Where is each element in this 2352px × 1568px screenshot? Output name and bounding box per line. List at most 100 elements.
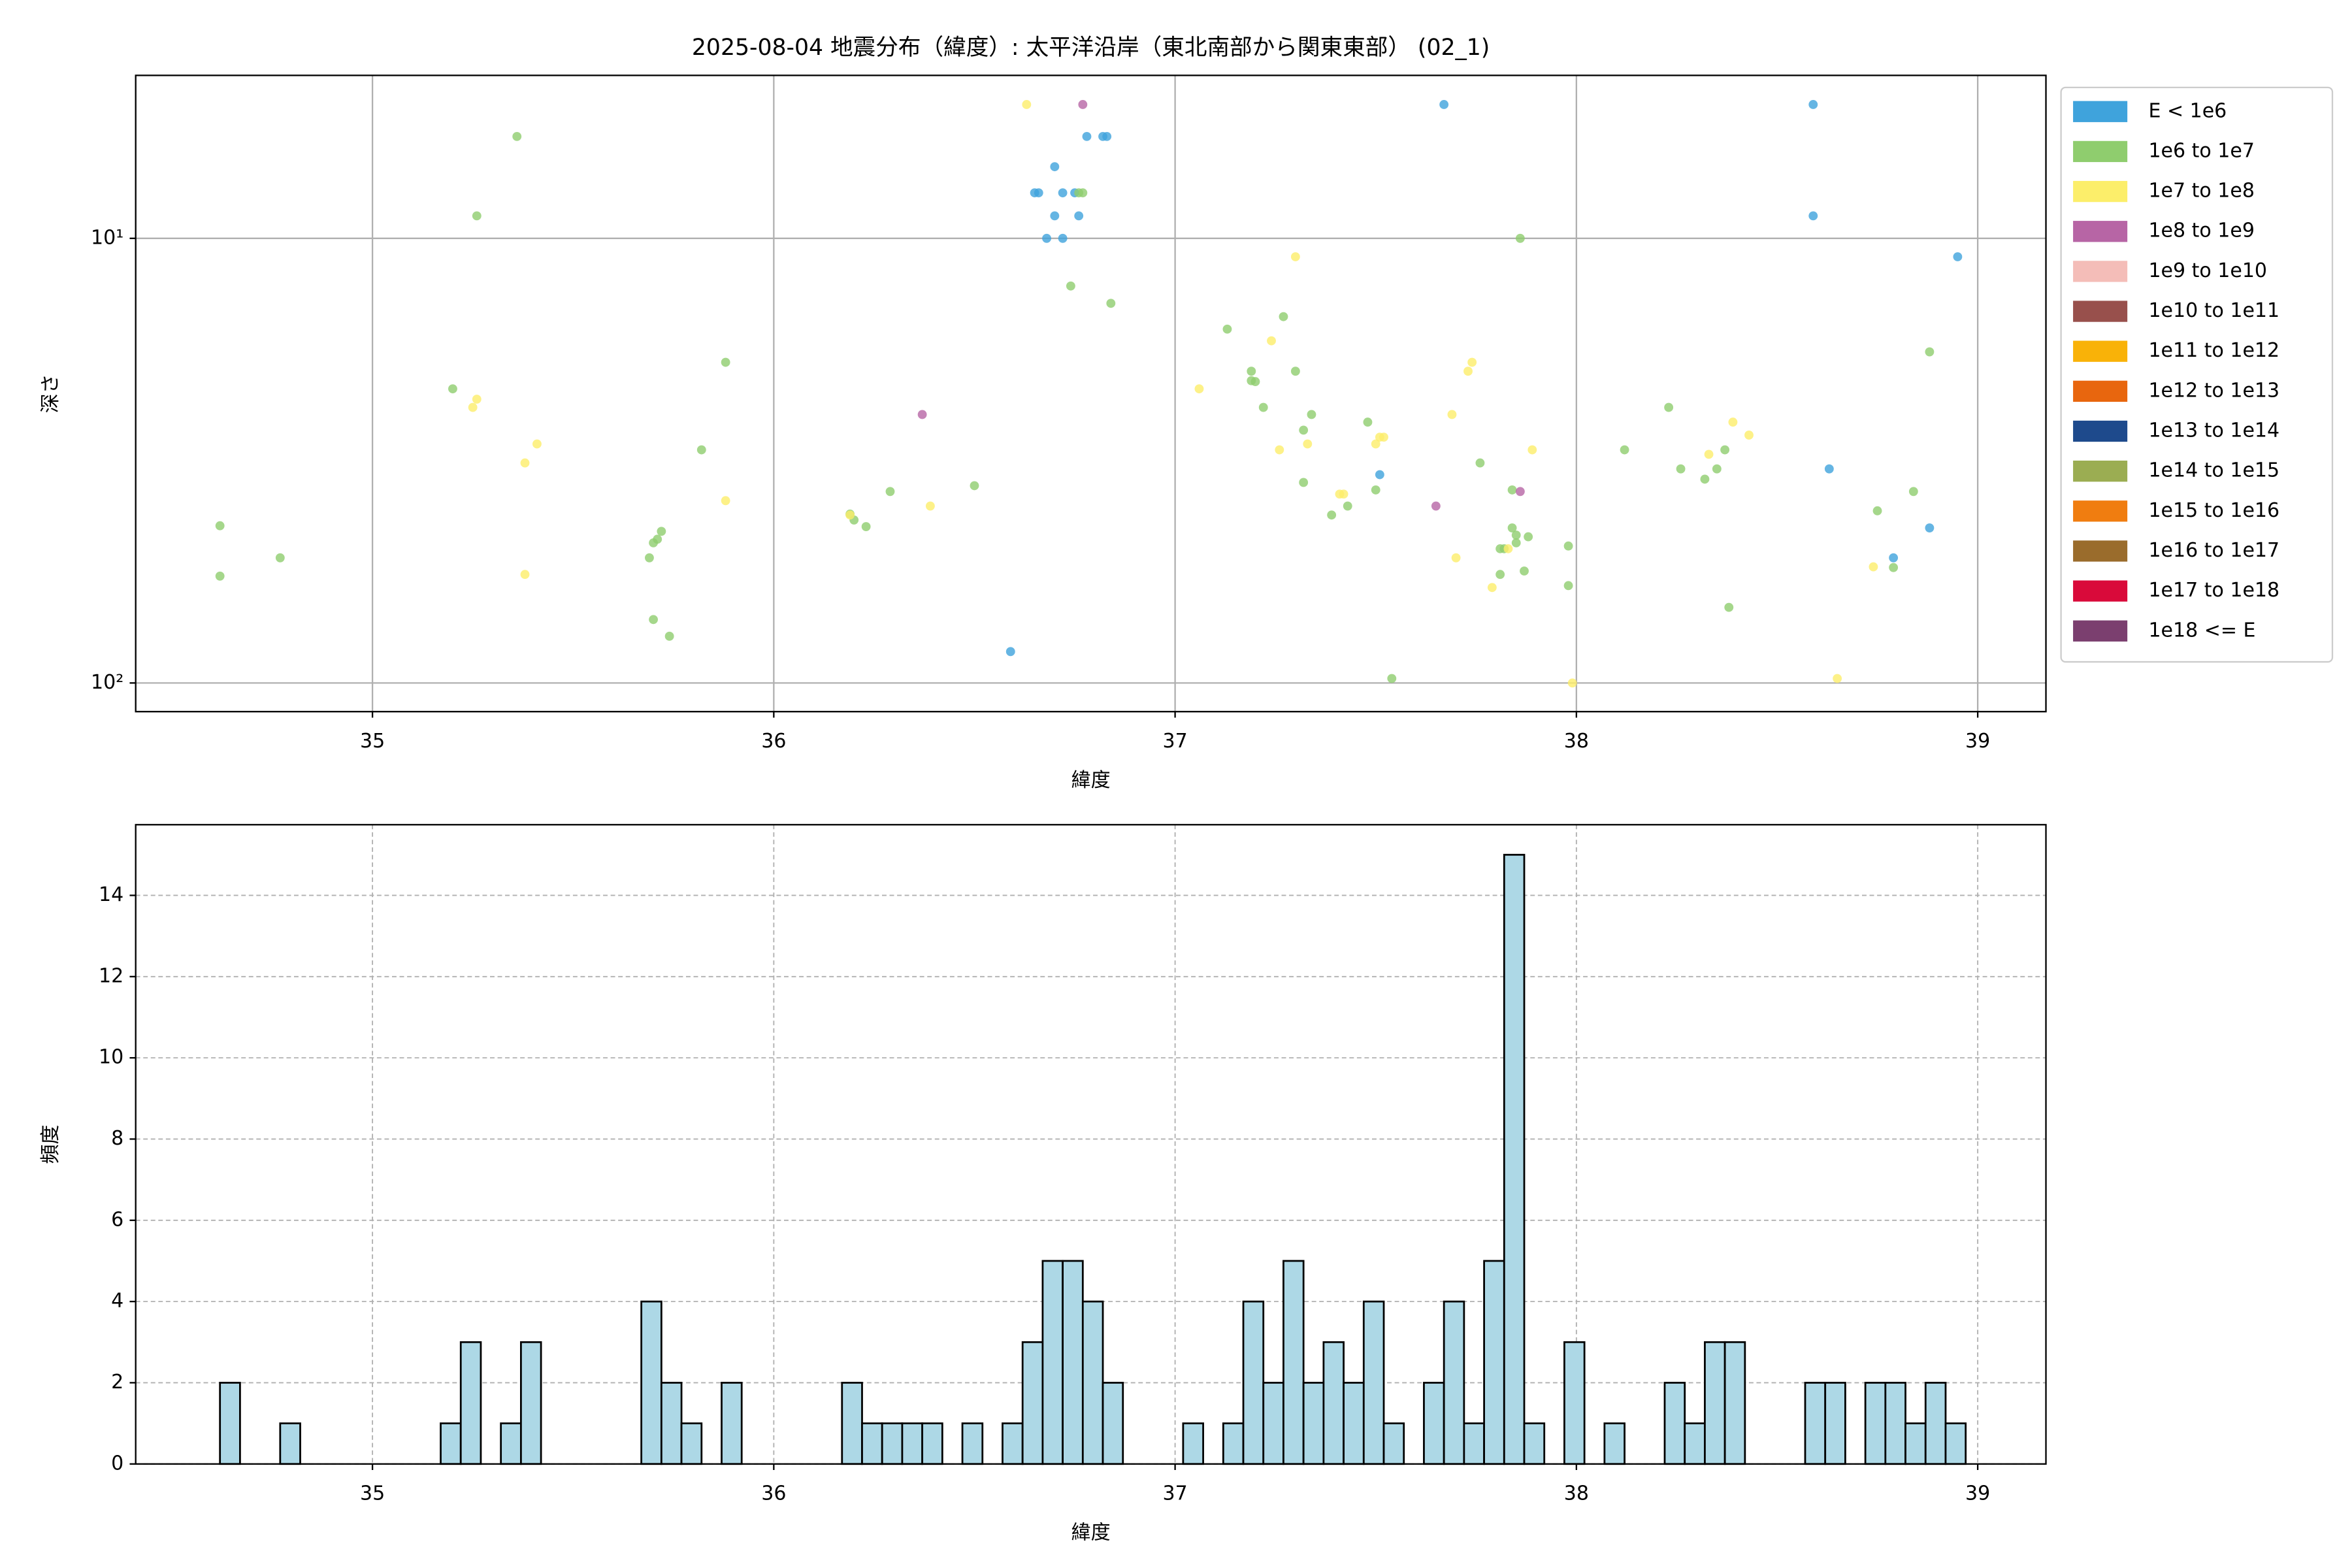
point bbox=[1808, 211, 1818, 221]
point bbox=[1720, 445, 1730, 455]
y-tick-label: 14 bbox=[99, 883, 123, 906]
bar bbox=[1081, 1300, 1104, 1465]
point bbox=[1872, 506, 1882, 515]
legend-label: 1e14 to 1e15 bbox=[2148, 459, 2279, 482]
legend-swatch bbox=[2073, 580, 2128, 602]
bar bbox=[1824, 1382, 1846, 1465]
legend-swatch bbox=[2073, 340, 2128, 362]
point bbox=[1889, 563, 1899, 572]
point bbox=[520, 570, 530, 580]
legend-swatch bbox=[2073, 540, 2128, 562]
y-tick-label: 0 bbox=[111, 1452, 123, 1475]
point bbox=[1833, 674, 1842, 683]
point bbox=[1527, 445, 1537, 455]
point bbox=[1620, 445, 1629, 455]
point bbox=[1058, 233, 1068, 243]
point bbox=[1078, 100, 1088, 109]
point bbox=[1082, 131, 1092, 141]
bar bbox=[1041, 1260, 1064, 1465]
point bbox=[1339, 489, 1348, 499]
point bbox=[1299, 478, 1309, 487]
point bbox=[1066, 281, 1075, 291]
x-tick-label: 39 bbox=[1965, 730, 1990, 753]
bar bbox=[1884, 1382, 1906, 1465]
point bbox=[1022, 100, 1032, 109]
x-axis-label: 緯度 bbox=[1071, 769, 1111, 792]
legend-swatch bbox=[2073, 420, 2128, 442]
point bbox=[1664, 402, 1674, 412]
point bbox=[1074, 211, 1084, 221]
y-tick-label: 4 bbox=[111, 1290, 123, 1313]
bar bbox=[1322, 1341, 1345, 1465]
bar bbox=[1603, 1422, 1625, 1465]
bar bbox=[1102, 1382, 1124, 1465]
point bbox=[1375, 470, 1384, 480]
x-tick-label: 35 bbox=[360, 1482, 385, 1505]
point bbox=[1258, 402, 1268, 412]
bar bbox=[721, 1382, 743, 1465]
point bbox=[1507, 523, 1517, 532]
point bbox=[696, 445, 706, 455]
bar bbox=[1382, 1422, 1405, 1465]
point bbox=[472, 211, 482, 221]
x-tick-label: 38 bbox=[1564, 730, 1589, 753]
legend-label: E < 1e6 bbox=[2148, 99, 2227, 122]
legend-label: 1e7 to 1e8 bbox=[2148, 180, 2254, 203]
x-tick-label: 37 bbox=[1163, 1482, 1188, 1505]
legend-label: 1e8 to 1e9 bbox=[2148, 220, 2254, 242]
legend-swatch bbox=[2073, 380, 2128, 402]
legend-swatch bbox=[2073, 261, 2128, 282]
point bbox=[1824, 464, 1834, 474]
bar bbox=[519, 1341, 542, 1465]
point bbox=[1475, 458, 1485, 468]
bar bbox=[1684, 1422, 1706, 1465]
point bbox=[1431, 501, 1441, 511]
y-tick-label: 2 bbox=[111, 1371, 123, 1394]
point bbox=[1379, 433, 1388, 442]
bar bbox=[440, 1422, 462, 1465]
legend-swatch bbox=[2073, 180, 2128, 203]
point bbox=[275, 553, 285, 563]
point bbox=[1439, 100, 1449, 109]
point bbox=[1520, 566, 1529, 576]
legend-swatch bbox=[2073, 221, 2128, 242]
legend-label: 1e15 to 1e16 bbox=[2148, 499, 2279, 522]
point bbox=[649, 615, 659, 625]
bar bbox=[1804, 1382, 1827, 1465]
point bbox=[925, 501, 935, 511]
bar bbox=[1944, 1422, 1967, 1465]
point bbox=[1307, 410, 1316, 419]
y-axis-label: 頻度 bbox=[39, 1125, 62, 1164]
y-tick-label: 10 bbox=[99, 1046, 123, 1069]
legend-swatch bbox=[2073, 620, 2128, 642]
point bbox=[649, 538, 659, 547]
y-tick-label: 12 bbox=[99, 964, 123, 987]
point bbox=[448, 384, 457, 394]
point bbox=[520, 458, 530, 468]
bar bbox=[1663, 1382, 1686, 1465]
bar bbox=[680, 1422, 703, 1465]
bar bbox=[1503, 853, 1526, 1465]
point bbox=[1250, 377, 1260, 387]
legend-swatch bbox=[2073, 301, 2128, 322]
x-tick-label: 38 bbox=[1564, 1482, 1589, 1505]
point bbox=[1495, 570, 1505, 580]
legend-label: 1e17 to 1e18 bbox=[2148, 579, 2279, 602]
point bbox=[845, 510, 855, 520]
point bbox=[1247, 367, 1256, 376]
bar bbox=[1262, 1382, 1284, 1465]
bar bbox=[660, 1382, 683, 1465]
bar bbox=[279, 1422, 301, 1465]
legend-swatch bbox=[2073, 140, 2128, 163]
bar bbox=[861, 1422, 883, 1465]
point bbox=[1034, 188, 1043, 198]
point bbox=[1447, 410, 1457, 419]
x-tick-label: 35 bbox=[360, 730, 385, 753]
point bbox=[1222, 324, 1232, 334]
point bbox=[1290, 367, 1300, 376]
point bbox=[1106, 299, 1116, 308]
bar bbox=[1443, 1300, 1465, 1465]
legend-label: 1e16 to 1e17 bbox=[2148, 539, 2279, 562]
y-axis-label: 深さ bbox=[39, 374, 62, 413]
point bbox=[1712, 464, 1722, 474]
